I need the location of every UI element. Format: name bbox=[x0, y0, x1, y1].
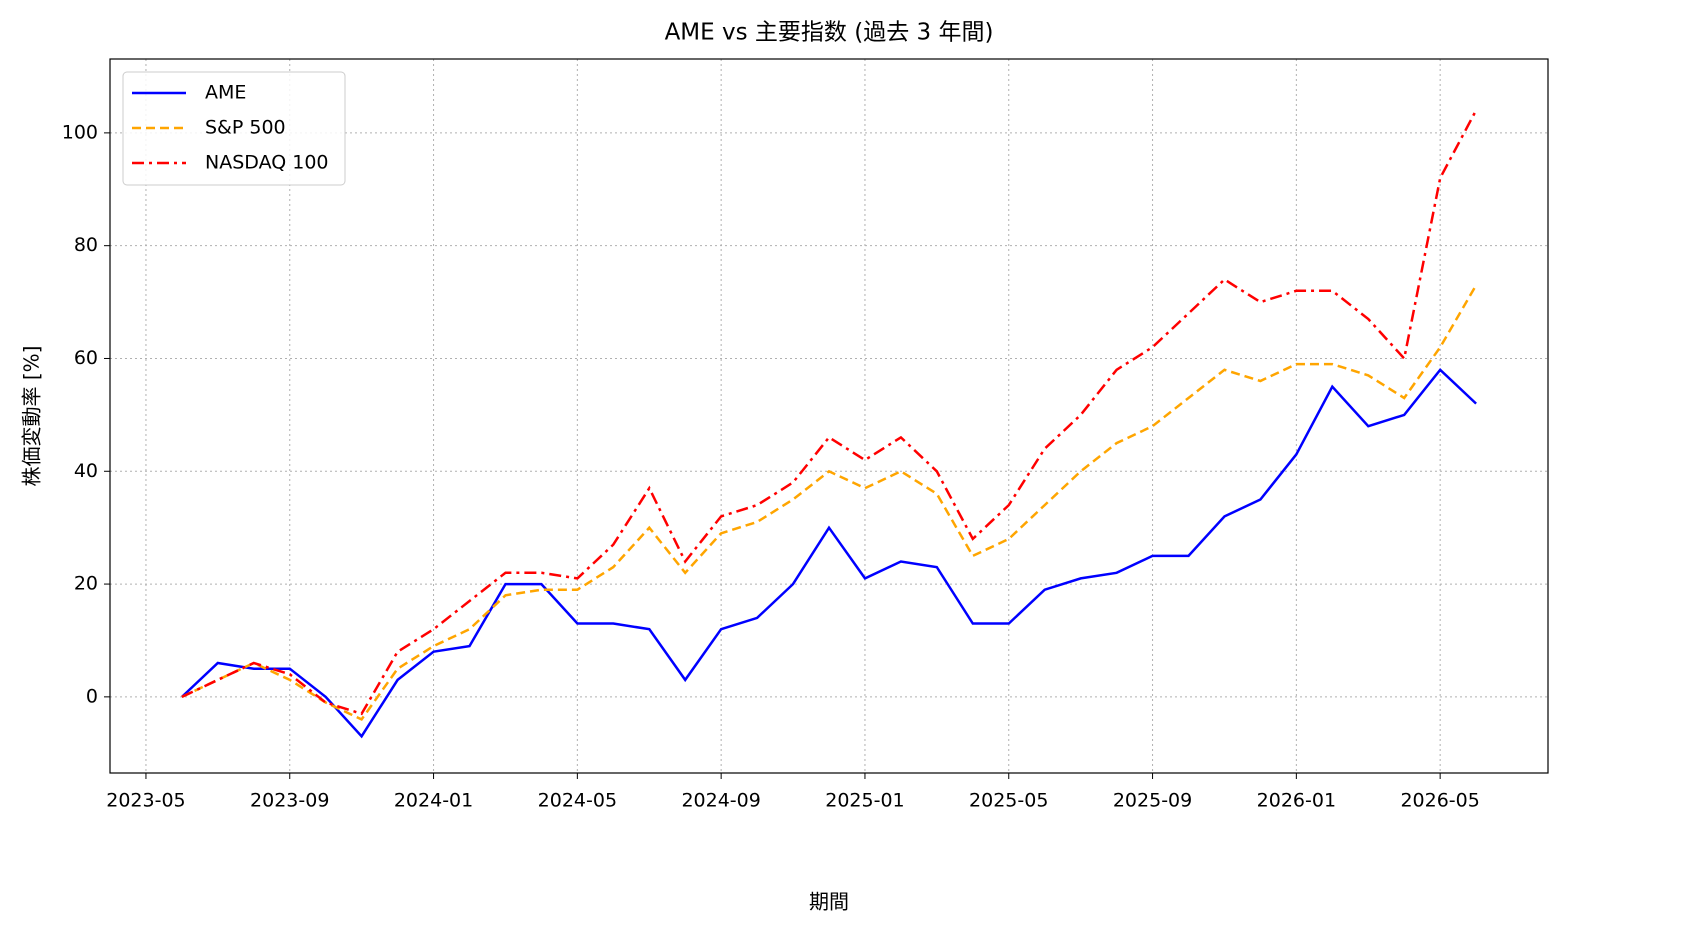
x-tick-label: 2024-01 bbox=[394, 790, 473, 812]
x-tick-label: 2026-05 bbox=[1400, 790, 1479, 812]
x-tick-label: 2024-09 bbox=[681, 790, 760, 812]
x-tick-label: 2026-01 bbox=[1257, 790, 1336, 812]
x-tick-label: 2025-05 bbox=[969, 790, 1048, 812]
series-line bbox=[181, 367, 1477, 739]
legend-box bbox=[122, 71, 346, 186]
y-tick-label: 60 bbox=[74, 347, 98, 369]
chart-title: AME vs 主要指数 (過去 3 年間) bbox=[665, 20, 994, 46]
y-tick-label: 20 bbox=[74, 573, 98, 595]
legend-label: AME bbox=[205, 82, 246, 104]
x-axis-label: 期間 bbox=[809, 890, 849, 914]
series-line bbox=[181, 284, 1478, 721]
x-tick-label: 2024-05 bbox=[538, 790, 617, 812]
y-tick-label: 40 bbox=[74, 460, 98, 482]
legend-label: S&P 500 bbox=[205, 117, 286, 139]
y-tick-label: 100 bbox=[62, 121, 98, 143]
y-axis-label: 株価変動率 [%] bbox=[20, 346, 44, 487]
plot-frame bbox=[109, 58, 1549, 774]
y-tick-label: 0 bbox=[86, 685, 98, 707]
x-tick-label: 2023-09 bbox=[250, 790, 329, 812]
x-tick-label: 2025-01 bbox=[825, 790, 904, 812]
x-tick-label: 2025-09 bbox=[1113, 790, 1192, 812]
legend-label: NASDAQ 100 bbox=[205, 152, 329, 174]
x-tick-label: 2023-05 bbox=[106, 790, 185, 812]
y-tick-label: 80 bbox=[74, 234, 98, 256]
